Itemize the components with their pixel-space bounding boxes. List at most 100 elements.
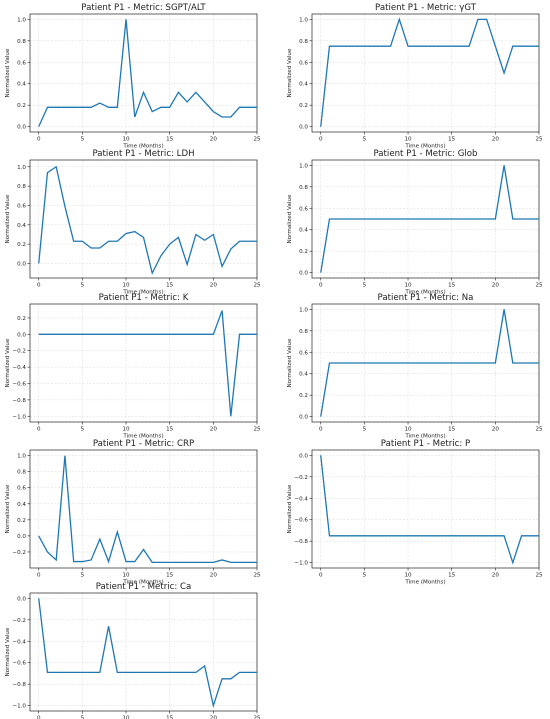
x-tick-label: 20 (210, 137, 218, 143)
plot-frame (29, 303, 258, 423)
y-tick-label: −0.2 (12, 550, 26, 556)
chart-title: Patient P1 - Metric: SGPT/ALT (81, 3, 206, 13)
y-tick-label: 0.4 (299, 372, 308, 378)
y-tick-label: 0.4 (17, 223, 26, 229)
x-tick-label: 20 (210, 283, 218, 289)
x-tick-label: 20 (492, 137, 500, 143)
y-tick-label: −0.8 (12, 398, 26, 404)
y-tick-label: 0.0 (17, 261, 26, 267)
x-tick-label: 10 (404, 283, 412, 289)
x-tick-label: 5 (81, 283, 85, 289)
chart-title: Patient P1 - Metric: γGT (375, 3, 477, 13)
y-tick-label: 1.0 (299, 307, 308, 313)
x-axis-label: Time (Months) (122, 580, 163, 586)
x-tick-label: 20 (210, 716, 218, 719)
y-tick-label: −0.8 (12, 682, 26, 688)
x-tick-label: 10 (404, 427, 412, 433)
y-axis-label: Normalized Value (5, 338, 11, 387)
y-tick-label: −0.4 (12, 639, 26, 645)
y-tick-label: −1.0 (294, 561, 308, 567)
x-tick-label: 20 (492, 573, 500, 579)
x-tick-label: 20 (492, 283, 500, 289)
x-tick-label: 15 (166, 137, 174, 143)
x-tick-label: 10 (122, 137, 130, 143)
y-tick-label: −1.0 (12, 704, 26, 710)
x-axis-label: Time (Months) (404, 144, 445, 150)
y-tick-label: −0.2 (294, 475, 308, 481)
x-tick-label: 0 (319, 427, 323, 433)
x-tick-label: 15 (166, 573, 174, 579)
y-tick-label: −0.6 (12, 381, 26, 387)
series-line (38, 310, 257, 417)
x-tick-label: 5 (81, 427, 85, 433)
chart-title: Patient P1 - Metric: CRP (93, 439, 194, 449)
y-tick-label: −0.8 (294, 539, 308, 545)
x-axis-label: Time (Months) (404, 290, 445, 296)
y-tick-label: 0.4 (17, 502, 26, 508)
x-tick-label: 5 (363, 283, 367, 289)
x-tick-label: 25 (535, 573, 543, 579)
x-tick-label: 10 (122, 573, 130, 579)
y-tick-label: 0.0 (299, 125, 308, 131)
x-axis-label: Time (Months) (122, 434, 163, 440)
x-axis-label: Time (Months) (122, 144, 163, 150)
chart-title: Patient P1 - Metric: K (99, 293, 189, 303)
y-axis-label: Normalized Value (5, 48, 11, 97)
y-tick-label: 0.2 (17, 103, 26, 109)
y-tick-label: 0.2 (299, 103, 308, 109)
y-tick-label: −0.6 (294, 518, 308, 524)
y-tick-label: 0.4 (17, 82, 26, 88)
y-tick-label: 0.2 (299, 393, 308, 399)
x-tick-label: 15 (448, 427, 456, 433)
y-tick-label: −0.4 (12, 365, 26, 371)
plot-frame (29, 13, 258, 133)
plot-frame (311, 449, 540, 569)
y-tick-label: −1.0 (12, 414, 26, 420)
y-tick-label: 0.8 (299, 39, 308, 45)
y-tick-label: 0.0 (17, 332, 26, 338)
y-tick-label: 0.8 (17, 470, 26, 476)
x-tick-label: 25 (253, 137, 261, 143)
x-tick-label: 15 (166, 283, 174, 289)
y-tick-label: −0.2 (12, 349, 26, 355)
x-tick-label: 0 (37, 573, 41, 579)
plot-frame (29, 449, 258, 569)
y-tick-label: 0.0 (299, 415, 308, 421)
x-tick-label: 10 (122, 427, 130, 433)
y-tick-label: 1.0 (17, 165, 26, 171)
x-tick-label: 25 (535, 427, 543, 433)
x-tick-label: 0 (37, 716, 41, 719)
x-tick-label: 0 (319, 137, 323, 143)
series-line (38, 19, 257, 127)
x-tick-label: 25 (253, 716, 261, 719)
x-tick-label: 0 (37, 137, 41, 143)
series-line (320, 165, 539, 273)
y-tick-label: 0.2 (299, 249, 308, 255)
y-tick-label: 0.6 (299, 60, 308, 66)
plot-frame (29, 592, 258, 712)
y-tick-label: 0.6 (17, 486, 26, 492)
chart-title: Patient P1 - Metric: P (381, 439, 470, 449)
x-tick-label: 15 (448, 137, 456, 143)
x-tick-label: 10 (122, 716, 130, 719)
y-tick-label: 0.0 (17, 534, 26, 540)
y-tick-label: 0.0 (299, 453, 308, 459)
chart-title: Patient P1 - Metric: LDH (92, 149, 194, 159)
y-tick-label: 0.4 (299, 228, 308, 234)
y-axis-label: Normalized Value (5, 484, 11, 533)
y-tick-label: 0.0 (17, 596, 26, 602)
x-tick-label: 15 (448, 573, 456, 579)
y-tick-label: 0.8 (17, 184, 26, 190)
y-tick-label: 0.0 (17, 125, 26, 131)
x-axis-label: Time (Months) (404, 580, 445, 586)
y-tick-label: −0.4 (294, 496, 308, 502)
series-line (320, 455, 539, 565)
y-tick-label: 0.2 (17, 242, 26, 248)
